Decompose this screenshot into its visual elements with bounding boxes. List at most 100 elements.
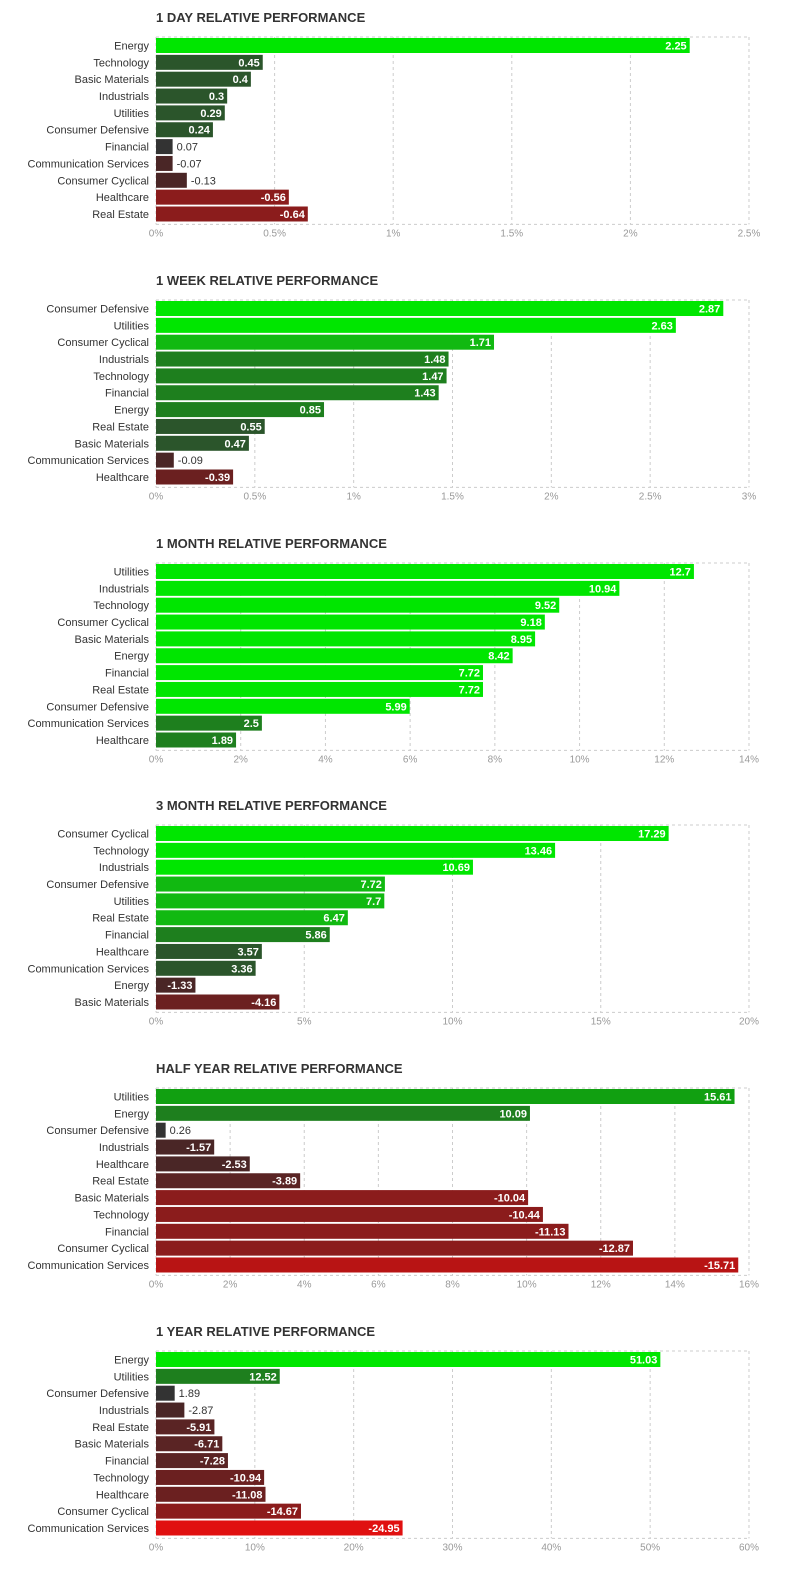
value-label: 7.72 bbox=[361, 879, 382, 891]
category-label: Consumer Cyclical bbox=[57, 337, 149, 349]
bar bbox=[156, 1223, 569, 1239]
chart-4: 3 MONTH RELATIVE PERFORMANCE 0% 5% 10% 15% 20… bbox=[0, 788, 788, 1050]
x-tick-label: 0% bbox=[149, 1542, 164, 1553]
value-label: 0.07 bbox=[177, 142, 198, 154]
value-label: 2.5 bbox=[244, 718, 259, 730]
value-label: 2.87 bbox=[699, 303, 720, 315]
chart-svg: 0% 2% 4% 6% 8% 10% 12% 14% 16% Utilities 15.61 Ener… bbox=[28, 1087, 759, 1291]
bar bbox=[156, 893, 385, 909]
x-tick-label: 5% bbox=[297, 1017, 312, 1028]
x-tick-label: 1.5% bbox=[441, 491, 464, 502]
category-label: Industrials bbox=[99, 1142, 150, 1154]
category-label: Communication Services bbox=[28, 718, 150, 730]
bar bbox=[156, 172, 187, 188]
value-label: 3.36 bbox=[231, 964, 252, 976]
bar bbox=[156, 206, 308, 222]
value-label: 15.61 bbox=[704, 1092, 732, 1104]
bar bbox=[156, 876, 385, 892]
value-label: -6.71 bbox=[194, 1439, 219, 1451]
category-label: Consumer Cyclical bbox=[57, 617, 149, 629]
category-label: Real Estate bbox=[92, 684, 149, 696]
x-tick-label: 20% bbox=[739, 1017, 759, 1028]
category-label: Basic Materials bbox=[75, 1193, 150, 1205]
x-tick-label: 30% bbox=[443, 1542, 463, 1553]
value-label: 1.71 bbox=[470, 337, 491, 349]
value-label: -12.87 bbox=[599, 1243, 630, 1255]
x-tick-label: 10% bbox=[443, 1017, 463, 1028]
chart-svg: 0% 0.5% 1% 1.5% 2% 2.5% Energy 2.25 Technology 0.… bbox=[28, 36, 761, 239]
bar bbox=[156, 1156, 250, 1172]
category-label: Basic Materials bbox=[75, 633, 150, 645]
value-label: -7.28 bbox=[200, 1456, 225, 1468]
category-label: Industrials bbox=[99, 583, 150, 595]
category-label: Communication Services bbox=[28, 1523, 150, 1535]
value-label: -3.89 bbox=[272, 1176, 297, 1188]
bar bbox=[156, 1503, 301, 1519]
value-label: -0.64 bbox=[280, 209, 306, 221]
x-tick-label: 2.5% bbox=[639, 491, 662, 502]
category-label: Financial bbox=[105, 1456, 149, 1468]
x-tick-label: 4% bbox=[318, 754, 333, 765]
value-label: -4.16 bbox=[251, 997, 276, 1009]
value-label: 2.63 bbox=[651, 320, 672, 332]
value-label: 0.26 bbox=[170, 1125, 191, 1137]
category-label: Energy bbox=[114, 404, 149, 416]
bar bbox=[156, 71, 251, 87]
x-tick-label: 8% bbox=[488, 754, 503, 765]
bar bbox=[156, 826, 669, 842]
value-label: -2.87 bbox=[188, 1405, 213, 1417]
value-label: 17.29 bbox=[638, 829, 666, 841]
bar bbox=[156, 614, 545, 630]
category-label: Healthcare bbox=[96, 192, 149, 204]
bar bbox=[156, 1173, 301, 1189]
category-label: Basic Materials bbox=[75, 997, 150, 1009]
value-label: -0.39 bbox=[205, 472, 230, 484]
bar bbox=[156, 1106, 530, 1122]
chart-title: 1 YEAR RELATIVE PERFORMANCE bbox=[156, 1324, 376, 1339]
value-label: 8.95 bbox=[511, 633, 532, 645]
bar bbox=[156, 1486, 266, 1502]
x-tick-label: 0% bbox=[149, 491, 164, 502]
category-label: Utilities bbox=[114, 1371, 150, 1383]
x-tick-label: 12% bbox=[591, 1280, 611, 1291]
value-label: 1.89 bbox=[212, 735, 233, 747]
category-label: Consumer Defensive bbox=[46, 879, 149, 891]
chart-title: 3 MONTH RELATIVE PERFORMANCE bbox=[156, 798, 387, 814]
value-label: -15.71 bbox=[704, 1260, 735, 1272]
category-label: Energy bbox=[114, 650, 149, 662]
bar bbox=[156, 1257, 739, 1273]
category-label: Communication Services bbox=[28, 964, 150, 976]
value-label: 9.18 bbox=[520, 617, 541, 629]
x-tick-label: 60% bbox=[739, 1542, 759, 1553]
value-label: 5.99 bbox=[385, 701, 406, 713]
category-label: Financial bbox=[105, 1226, 149, 1238]
chart-5: HALF YEAR RELATIVE PERFORMANCE 0% 2% 4% 6% 8%… bbox=[0, 1051, 788, 1313]
value-label: 13.46 bbox=[525, 846, 552, 858]
category-label: Real Estate bbox=[92, 421, 149, 433]
bar bbox=[156, 300, 724, 316]
category-label: Utilities bbox=[114, 108, 150, 120]
x-tick-label: 10% bbox=[245, 1542, 265, 1553]
value-label: 7.72 bbox=[459, 667, 480, 679]
value-label: 0.85 bbox=[300, 404, 321, 416]
value-label: 0.55 bbox=[240, 421, 261, 433]
x-tick-label: 0% bbox=[149, 1280, 164, 1291]
x-tick-label: 2% bbox=[544, 491, 559, 502]
bar bbox=[156, 1351, 661, 1367]
x-tick-label: 2.5% bbox=[738, 228, 761, 239]
x-tick-label: 8% bbox=[445, 1280, 460, 1291]
value-label: 1.43 bbox=[414, 388, 435, 400]
category-label: Real Estate bbox=[92, 913, 149, 925]
value-label: -5.91 bbox=[186, 1422, 211, 1434]
bar bbox=[156, 37, 690, 53]
bar bbox=[156, 681, 483, 697]
category-label: Consumer Defensive bbox=[46, 1125, 149, 1137]
category-label: Utilities bbox=[114, 566, 150, 578]
category-label: Consumer Cyclical bbox=[57, 1506, 149, 1518]
bar bbox=[156, 1419, 215, 1435]
category-label: Financial bbox=[105, 388, 149, 400]
category-label: Healthcare bbox=[96, 1489, 149, 1501]
x-tick-label: 14% bbox=[665, 1280, 685, 1291]
bar bbox=[156, 385, 439, 401]
category-label: Technology bbox=[93, 371, 149, 383]
